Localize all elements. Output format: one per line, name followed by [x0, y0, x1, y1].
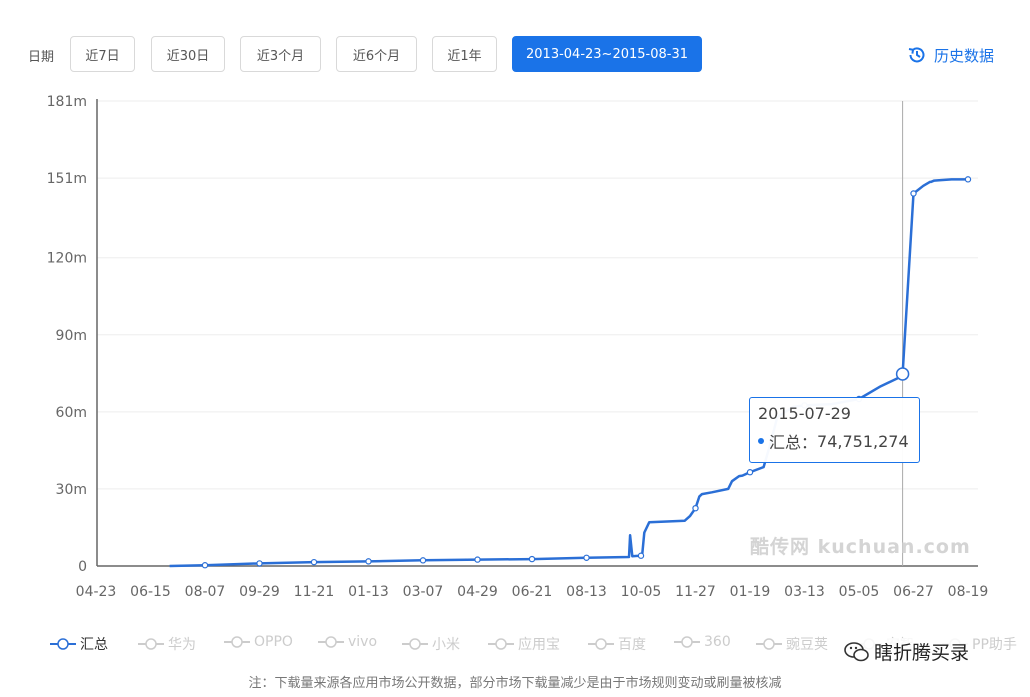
legend-line-icon: [50, 638, 76, 650]
series-point: [964, 176, 972, 183]
legend-item-yingyongbao[interactable]: 应用宝: [488, 634, 560, 654]
hovered-series-point[interactable]: [895, 367, 910, 381]
series-point: [310, 558, 318, 566]
wechat-account-label: 瞎折腾买录: [874, 642, 970, 664]
y-tick-label: 30m: [56, 482, 87, 498]
series-point: [746, 469, 754, 476]
x-tick-label: 04-23: [76, 584, 117, 600]
range-6m-button[interactable]: 近6个月: [336, 36, 417, 72]
y-tick-label: 120m: [47, 251, 87, 267]
range-3m-button[interactable]: 近3个月: [240, 36, 321, 72]
legend-item-360[interactable]: 360: [674, 634, 731, 650]
y-tick-label: 60m: [56, 405, 87, 421]
x-tick-label: 06-27: [893, 584, 934, 600]
legend-label: vivo: [348, 634, 378, 650]
legend-line-icon: [756, 638, 782, 650]
download-line-chart: 0 30m 60m 90m 120m 151m 181m 04-23 06-15 08-07 09…: [47, 94, 989, 600]
x-tick-label: 08-19: [948, 584, 989, 600]
x-tick-label: 08-07: [185, 584, 226, 600]
legend-line-icon: [488, 638, 514, 650]
tooltip-series-dot: [758, 438, 764, 444]
series-point: [637, 552, 645, 559]
legend-item-vivo[interactable]: vivo: [318, 634, 377, 650]
date-range-toolbar: 日期 近7日 近30日 近3个月 近6个月 近1年 2013-04-23~201…: [0, 36, 1030, 74]
chart-legend: 汇总 华为 OPPO vivo 小米 应用宝 百度 360 豌豆荚 安智 PP助…: [50, 634, 1030, 656]
x-tick-label: 05-05: [839, 584, 880, 600]
tooltip-date: 2015-07-29: [758, 404, 851, 423]
legend-label: PP助手: [972, 637, 1017, 653]
legend-label: 360: [704, 634, 731, 650]
y-tick-label: 181m: [47, 94, 87, 110]
series-point: [910, 190, 917, 197]
series-lines: [169, 178, 968, 568]
x-tick-label: 01-19: [730, 584, 771, 600]
chart-tooltip: 2015-07-29 汇总 ： 74,751,274: [749, 397, 920, 463]
legend-line-icon: [224, 636, 250, 648]
legend-label: 豌豆荚: [786, 637, 828, 653]
x-tick-label: 03-13: [784, 584, 825, 600]
history-data-label: 历史数据: [934, 46, 995, 65]
x-tick-label: 01-13: [348, 584, 389, 600]
legend-line-icon: [402, 638, 428, 650]
y-tick-label: 151m: [47, 171, 87, 187]
legend-item-wandoujia[interactable]: 豌豆荚: [756, 634, 828, 654]
tooltip-separator: ：: [801, 433, 818, 452]
series-point: [256, 560, 263, 567]
series-point: [474, 556, 481, 563]
legend-line-icon: [318, 636, 344, 648]
watermark: 酷传网 kuchuan.com: [750, 536, 971, 558]
legend-line-icon: [674, 636, 700, 648]
tooltip-value: 74,751,274: [817, 431, 909, 451]
x-tick-label: 09-29: [239, 584, 280, 600]
x-axis-ticks: 04-23 06-15 08-07 09-29 11-21 01-13 03-07 04-29…: [76, 584, 989, 600]
legend-item-huawei[interactable]: 华为: [138, 634, 196, 654]
footnote: 注：下载量来源各应用市场公开数据，部分市场下载量减少是由于市场规则变动或刷量被核…: [248, 676, 782, 691]
series-point: [419, 557, 427, 564]
legend-line-icon: [588, 638, 614, 650]
legend-label: 华为: [168, 637, 196, 653]
legend-label: 百度: [618, 637, 646, 653]
tooltip-series-name: 汇总: [769, 433, 802, 452]
range-30d-button[interactable]: 近30日: [151, 36, 225, 72]
tooltip-row: 汇总 ： 74,751,274: [758, 429, 911, 453]
legend-line-icon: [138, 638, 164, 650]
series-point: [528, 555, 536, 563]
x-tick-label: 08-13: [566, 584, 607, 600]
series-point: [365, 558, 372, 565]
axes: [96, 99, 978, 567]
series-points: [201, 176, 972, 569]
legend-label: 汇总: [80, 637, 108, 653]
range-7d-button[interactable]: 近7日: [70, 36, 135, 72]
x-tick-label: 06-15: [130, 584, 171, 600]
legend-label: 应用宝: [518, 637, 560, 653]
legend-item-oppo[interactable]: OPPO: [224, 634, 293, 650]
series-point: [692, 504, 699, 512]
x-tick-label: 04-29: [457, 584, 498, 600]
wechat-watermark: 瞎折腾买录: [840, 638, 974, 665]
legend-item-xiaomi[interactable]: 小米: [402, 634, 460, 654]
history-clock-icon: [908, 47, 925, 63]
legend-label: 小米: [432, 637, 460, 653]
wechat-icon: [844, 641, 869, 661]
legend-item-total[interactable]: 汇总: [50, 634, 108, 654]
x-tick-label: 10-05: [621, 584, 662, 600]
legend-item-baidu[interactable]: 百度: [588, 634, 646, 654]
legend-label: OPPO: [254, 634, 293, 650]
date-label: 日期: [28, 50, 55, 65]
y-tick-label: 0: [78, 559, 87, 575]
history-data-link[interactable]: 历史数据: [906, 44, 994, 66]
x-tick-label: 06-21: [512, 584, 553, 600]
range-1y-button[interactable]: 近1年: [432, 36, 497, 72]
range-custom-button[interactable]: 2013-04-23~2015-08-31: [512, 36, 702, 72]
y-tick-label: 90m: [56, 328, 87, 344]
x-tick-label: 11-21: [294, 584, 335, 600]
grid-lines: [97, 100, 978, 490]
series-point: [201, 562, 209, 569]
y-axis-ticks: 0 30m 60m 90m 120m 151m 181m: [47, 94, 87, 575]
series-line-total: [169, 178, 968, 568]
series-point: [583, 554, 590, 561]
x-tick-label: 11-27: [675, 584, 716, 600]
x-tick-label: 03-07: [403, 584, 444, 600]
